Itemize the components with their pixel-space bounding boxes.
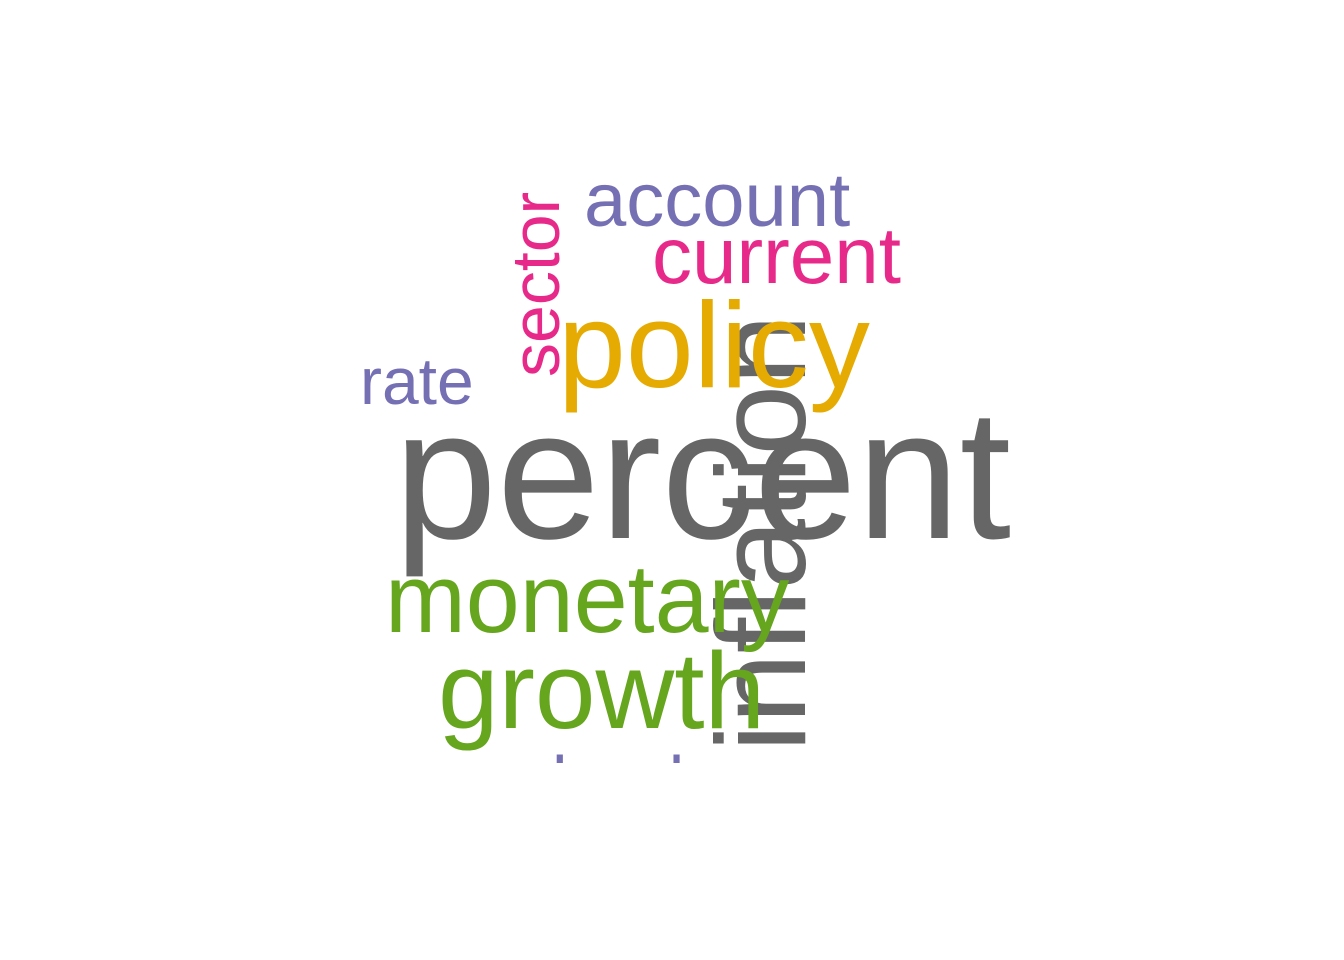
word-current: current [652, 211, 901, 300]
word-cloud-area: percent inflation policy monetary growth… [300, 140, 1100, 764]
word-rate: rate [360, 344, 474, 418]
word-percent: percent [394, 372, 1012, 578]
word-growth: growth [438, 630, 766, 752]
word-bank: bank [552, 746, 704, 763]
word-policy: policy [558, 277, 870, 413]
word-sector: sector [498, 191, 574, 377]
word-account: account [584, 158, 851, 243]
word-monetary: monetary [385, 544, 790, 653]
